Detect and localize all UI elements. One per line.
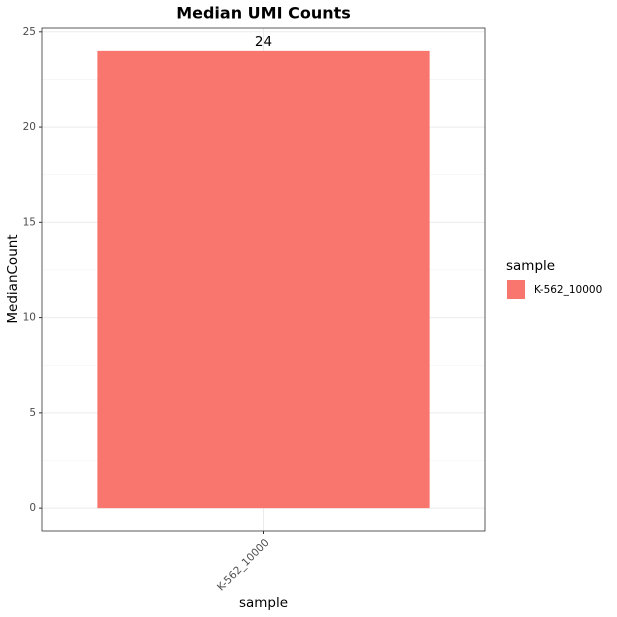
value-label: 24 [255, 34, 272, 50]
panel-border [41, 27, 486, 532]
y-tick-label: 15 [23, 216, 36, 228]
y-tick-label: 25 [23, 26, 36, 38]
x-tick-label: K-562_10000 [215, 537, 272, 594]
legend-title: sample [506, 258, 555, 274]
legend-label: K-562_10000 [534, 284, 602, 296]
chart-title: Median UMI Counts [176, 4, 351, 23]
x-axis-title: sample [239, 595, 288, 611]
y-axis-title: MedianCount [5, 234, 21, 323]
legend-key [507, 280, 525, 299]
y-tick-label: 10 [23, 312, 36, 324]
y-tick-label: 0 [29, 502, 36, 514]
bar [97, 50, 430, 509]
y-tick-label: 20 [23, 121, 36, 133]
y-tick-label: 5 [29, 407, 36, 419]
